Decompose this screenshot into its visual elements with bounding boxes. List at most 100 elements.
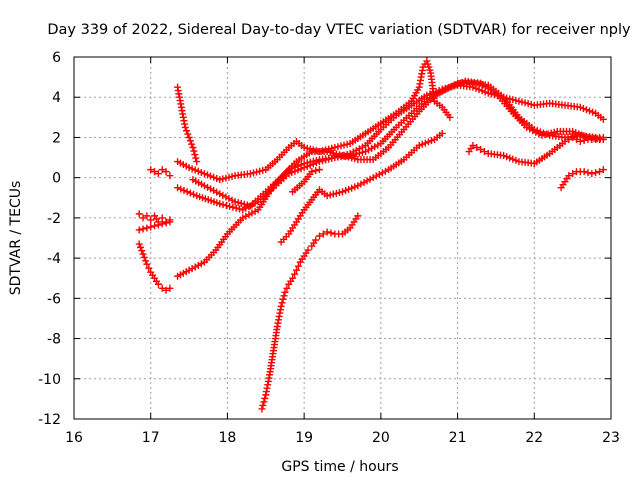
data-point <box>143 212 151 220</box>
data-point <box>523 123 531 131</box>
data-point <box>145 264 153 272</box>
data-point <box>580 168 588 176</box>
data-point <box>256 167 264 175</box>
data-point <box>315 166 323 174</box>
data-point <box>222 174 230 182</box>
data-point <box>319 230 327 238</box>
data-point <box>210 187 218 195</box>
data-point <box>490 91 498 99</box>
data-point <box>458 78 466 86</box>
data-point <box>582 106 590 114</box>
series-arc3 <box>135 240 174 294</box>
data-point <box>335 151 343 159</box>
x-tick-label: 23 <box>602 430 620 446</box>
x-axis-label: GPS time / hours <box>281 459 398 475</box>
data-point <box>427 137 435 145</box>
data-point <box>572 129 580 137</box>
data-point <box>225 173 233 181</box>
x-ticks: 16 17 18 19 20 21 22 23 <box>65 57 620 446</box>
data-point <box>158 166 166 174</box>
data-point <box>285 166 293 174</box>
data-point <box>225 195 233 203</box>
data-point <box>309 146 317 154</box>
series-arc10 <box>258 212 362 413</box>
series-arc5 <box>174 83 201 166</box>
data-point <box>421 139 429 147</box>
data-point <box>580 136 588 144</box>
data-point <box>188 165 196 173</box>
data-point <box>303 159 311 167</box>
data-point <box>512 156 520 164</box>
data-point <box>469 141 477 149</box>
data-point <box>135 210 143 218</box>
data-point <box>203 171 211 179</box>
data-point <box>595 168 603 176</box>
data-point <box>547 129 555 137</box>
y-tick-label: 6 <box>52 50 61 66</box>
data-point <box>143 260 151 268</box>
data-point <box>183 188 191 196</box>
chart-title: Day 339 of 2022, Sidereal Day-to-day VTE… <box>47 22 631 38</box>
data-point <box>183 127 191 135</box>
data-point <box>207 172 215 180</box>
x-tick-label: 16 <box>65 430 83 446</box>
data-point <box>154 170 162 178</box>
data-point <box>354 212 362 220</box>
data-point <box>162 219 170 227</box>
y-ticks: -12 -10 -8 -6 -4 -2 0 2 4 6 <box>38 50 611 428</box>
data-point <box>348 154 356 162</box>
data-point <box>332 150 340 158</box>
data-point <box>303 144 311 152</box>
data-point <box>334 143 342 151</box>
data-point <box>147 216 155 224</box>
data-point <box>342 152 350 160</box>
data-point <box>599 135 607 143</box>
data-point <box>509 155 517 163</box>
data-point <box>360 178 368 186</box>
data-point <box>186 137 194 145</box>
data-point <box>538 131 546 139</box>
data-point <box>222 202 230 210</box>
data-point <box>191 263 199 271</box>
data-point <box>452 81 460 89</box>
data-point <box>527 100 535 108</box>
data-point <box>232 204 240 212</box>
data-point <box>191 166 199 174</box>
data-point <box>193 158 201 166</box>
data-point <box>599 115 607 123</box>
data-point <box>435 89 443 97</box>
data-point <box>362 148 370 156</box>
data-point <box>326 191 334 199</box>
data-point <box>216 200 224 208</box>
data-point <box>231 198 239 206</box>
series-arc12 <box>289 166 323 196</box>
data-point <box>512 96 520 104</box>
data-point <box>174 184 182 192</box>
data-point <box>312 236 320 244</box>
series-arc2 <box>135 218 174 234</box>
data-point <box>575 130 583 138</box>
data-point <box>431 91 439 99</box>
y-tick-label: 4 <box>52 90 61 106</box>
data-point <box>599 166 607 174</box>
data-point <box>576 103 584 111</box>
data-point <box>261 394 269 402</box>
data-point <box>278 299 286 307</box>
series-arc4 <box>147 166 174 180</box>
y-axis-label: SDTVAR / TECUs <box>8 181 24 296</box>
data-point <box>245 211 253 219</box>
data-point <box>304 246 312 254</box>
y-tick-label: -6 <box>47 291 61 307</box>
x-tick-label: 22 <box>525 430 543 446</box>
data-point <box>337 142 345 150</box>
data-point <box>243 201 251 209</box>
data-point <box>259 166 267 174</box>
y-tick-label: 0 <box>52 171 61 187</box>
data-point <box>339 152 346 160</box>
data-point <box>142 257 150 265</box>
data-point <box>579 104 587 112</box>
data-point <box>253 168 261 176</box>
data-point <box>444 84 452 92</box>
plot-area-frame <box>73 56 612 420</box>
